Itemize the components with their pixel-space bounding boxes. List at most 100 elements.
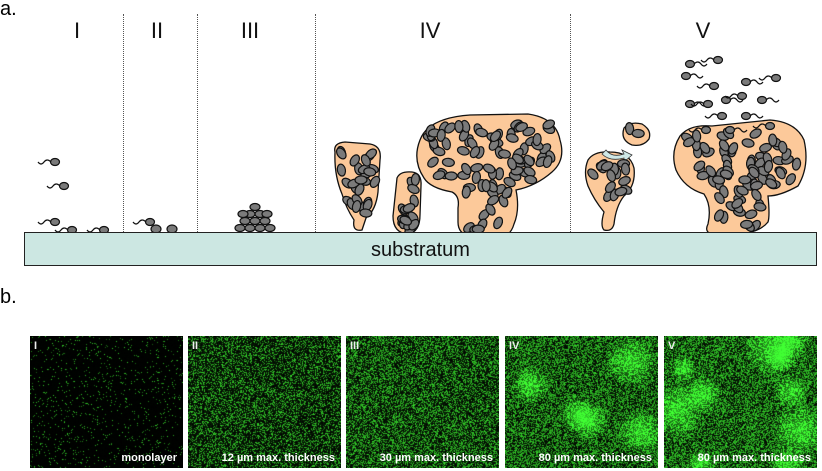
micrograph-numeral: IV <box>509 340 520 352</box>
flagellum <box>54 227 69 233</box>
micrograph-numeral: III <box>350 340 360 352</box>
flagellum <box>132 219 147 225</box>
bacterium-cell <box>691 129 702 143</box>
flagellum <box>704 113 719 119</box>
bacterium-cell <box>524 174 538 185</box>
flagellum <box>696 83 711 89</box>
bacterium-cell <box>335 147 347 160</box>
micrograph-texture <box>505 336 658 468</box>
micrograph-texture <box>664 336 817 468</box>
bacterium-cell <box>410 172 421 187</box>
micrograph-ii: II 12 µm max. thickness <box>188 336 341 468</box>
bacterium-cell <box>785 173 797 186</box>
biofilm-diagram <box>37 55 807 237</box>
micrograph-texture <box>346 336 499 468</box>
bacterium-cell <box>444 171 458 181</box>
flagellum <box>733 127 748 133</box>
stage-label-iv: IV <box>419 18 441 43</box>
bacterium-cell <box>432 170 446 181</box>
bacterium-cell <box>770 73 782 83</box>
bacterium-cell <box>507 157 517 171</box>
bacterium-cell <box>354 175 368 185</box>
bacterium-cell <box>736 185 749 196</box>
bacterium-cell <box>778 140 788 154</box>
flagellum <box>86 227 101 233</box>
panel-a-label: a. <box>0 0 17 20</box>
bacterium-cell <box>587 168 599 180</box>
micrograph-i: I monolayer <box>30 336 183 468</box>
stage-label-ii: II <box>150 18 164 43</box>
flagellum <box>689 73 704 79</box>
bacterium-cell <box>58 181 70 191</box>
bacterium-cell <box>700 125 712 135</box>
bacterium-cell <box>505 133 519 143</box>
micrograph-texture <box>30 336 183 468</box>
micrograph-numeral: I <box>34 340 38 352</box>
flagellum <box>690 101 705 107</box>
bacterium-cell <box>751 188 762 202</box>
bacterium-cell <box>731 197 744 209</box>
flagellum <box>758 75 773 81</box>
bacterium-cell <box>542 119 556 130</box>
micrograph-numeral: II <box>192 340 199 352</box>
bacterium-cell <box>239 216 251 226</box>
bacterium-cell <box>487 194 500 206</box>
bacterium-cell <box>693 160 706 172</box>
flagellum <box>749 79 764 85</box>
bacterium-cell <box>501 186 513 199</box>
bacterium-cell <box>441 157 455 168</box>
bacterium-cell <box>631 128 645 139</box>
bacterium-cell <box>363 167 377 177</box>
bacterium-cell <box>523 154 535 167</box>
bacterium-cell <box>456 146 470 156</box>
flagellum <box>46 183 61 189</box>
bacterium-cell <box>614 186 628 197</box>
bacterium-cell <box>744 209 758 220</box>
bacterium-cell <box>756 95 768 105</box>
bacterium-cell <box>775 166 786 180</box>
bacterium-cell <box>768 133 778 147</box>
bacterium-cell <box>618 176 631 186</box>
bacterium-cell <box>359 208 373 218</box>
micrograph-caption: 12 µm max. thickness <box>221 452 335 464</box>
bacterium-cell <box>49 157 61 167</box>
flagellum <box>693 61 708 67</box>
bacterium-cell <box>469 145 481 159</box>
bacterium-cell <box>748 166 760 179</box>
micrograph-caption: 80 µm max. thickness <box>538 452 652 464</box>
bacterium-cell <box>740 219 754 229</box>
bacterium-cell <box>724 125 736 135</box>
flagellum <box>724 93 739 99</box>
bacterium-cell <box>740 111 752 121</box>
flagellum <box>37 159 52 165</box>
flagellum <box>749 113 764 119</box>
bacterium-cell <box>481 179 491 193</box>
panel-b-label: b. <box>0 286 17 308</box>
bacterium-cell <box>740 77 752 87</box>
bacterium-cell <box>753 202 767 212</box>
bacterium-cell <box>738 175 752 185</box>
bacterium-cell <box>736 91 748 101</box>
bacterium-cell <box>719 169 733 180</box>
bacterium-cell <box>680 71 692 81</box>
bacterium-cell <box>407 183 420 195</box>
bacterium-cell <box>708 81 720 91</box>
micrograph-iv: IV 80 µm max. thickness <box>505 336 658 468</box>
bacterium-cell <box>471 170 482 185</box>
bacterium-cell <box>624 121 635 136</box>
micrograph-iii: III 30 µm max. thickness <box>346 336 499 468</box>
bacterium-cell <box>763 159 774 173</box>
stage-divider <box>197 14 198 232</box>
bacterium-cell <box>461 162 472 176</box>
bacterium-cell <box>261 209 273 219</box>
bacterium-cell <box>713 209 725 222</box>
detachment-arrow-icon <box>601 149 633 163</box>
bacterium-cell <box>427 156 439 168</box>
bacterium-cell <box>244 223 256 233</box>
stage-divider <box>570 14 571 232</box>
bacterium-cell <box>349 154 361 167</box>
bacterium-cell <box>620 162 631 176</box>
bacterium-cell <box>705 165 717 178</box>
bacterium-cell <box>791 157 802 171</box>
bacterium-cell <box>503 176 516 188</box>
